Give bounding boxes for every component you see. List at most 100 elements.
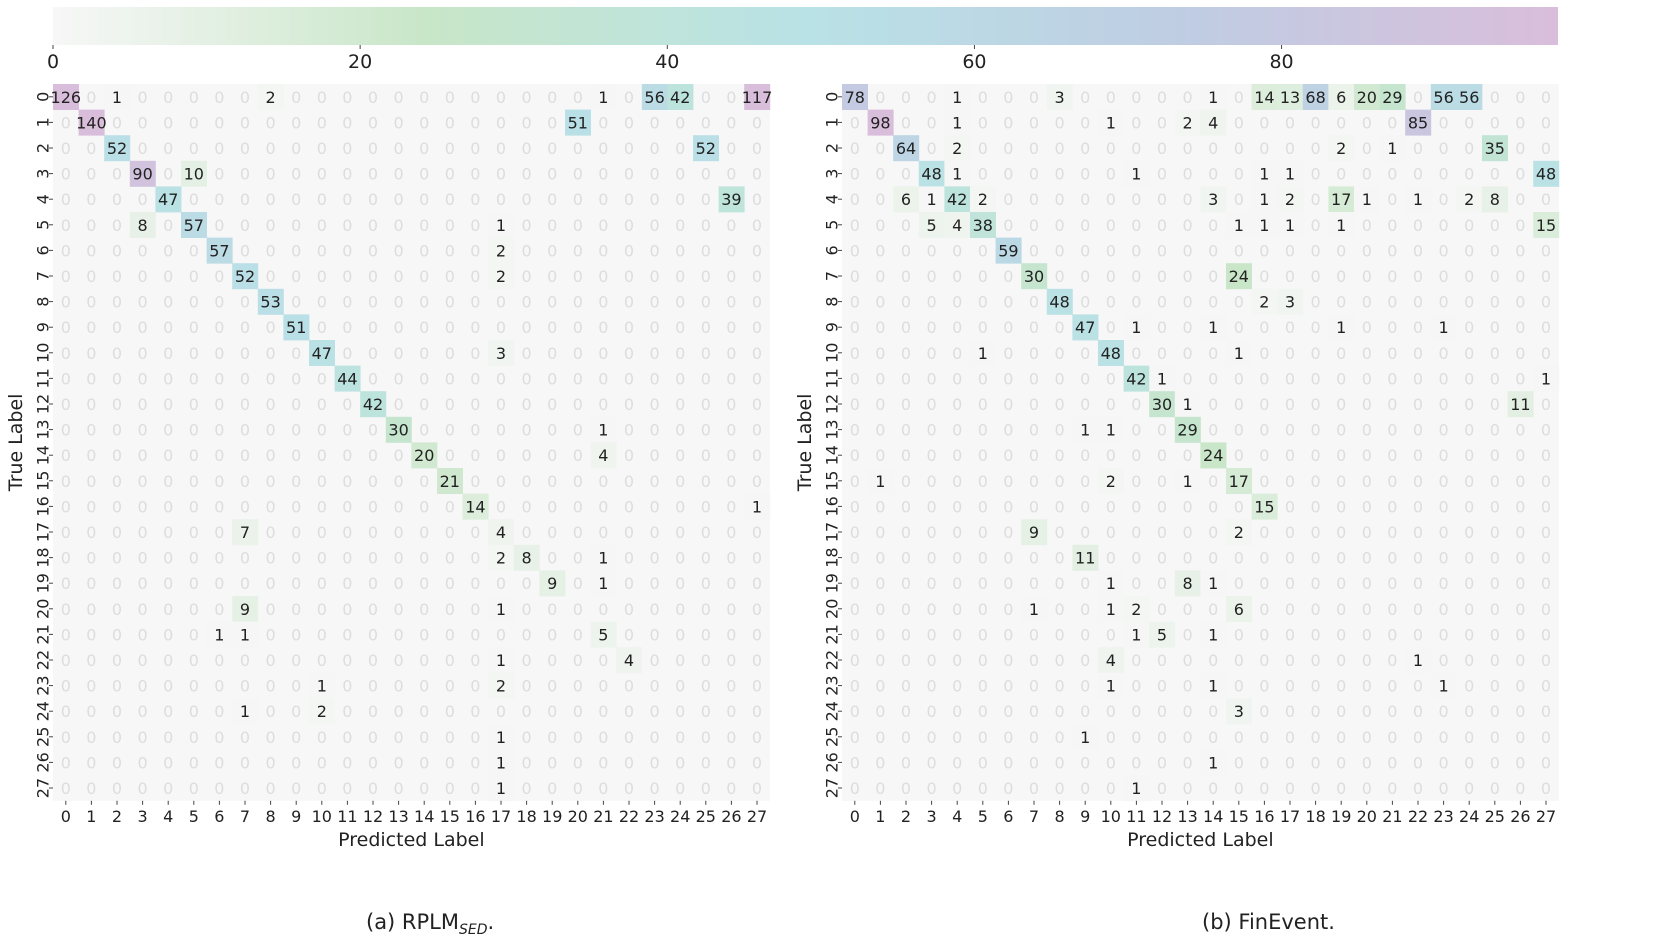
cell-value: 0 [927,728,937,747]
cell-value: 0 [1131,523,1141,542]
cell-value: 0 [1029,216,1039,235]
cell-value: 0 [1490,574,1500,593]
caption-a-title: (a) RPLM [366,910,460,934]
cell-value: 0 [624,523,634,542]
cell-value: 0 [1285,421,1295,440]
cell-value: 0 [1029,113,1039,132]
heatmap-cell [1226,468,1252,494]
cell-value: 0 [419,318,429,337]
cell-value: 0 [1490,216,1500,235]
cell-value: 1 [112,88,122,107]
cell-value: 0 [547,344,557,363]
cell-value: 0 [394,241,404,260]
cell-value: 0 [1131,88,1141,107]
cell-value: 0 [1490,446,1500,465]
cell-value: 0 [342,651,352,670]
cell-value: 0 [214,139,224,158]
cell-value: 0 [927,293,937,312]
cell-value: 0 [547,267,557,286]
cell-value: 0 [573,549,583,568]
cell-value: 0 [112,600,122,619]
cell-value: 0 [291,88,301,107]
cell-value: 0 [394,190,404,209]
cell-value: 0 [850,702,860,721]
cell-value: 0 [1464,600,1474,619]
cell-value: 0 [112,728,122,747]
heatmap-cell [1482,135,1508,162]
cell-value: 0 [1208,421,1218,440]
cell-value: 0 [317,446,327,465]
cell-value: 0 [726,267,736,286]
cell-value: 0 [1387,574,1397,593]
cell-value: 0 [1464,523,1474,542]
cell-value: 0 [875,216,885,235]
cell-value: 0 [624,446,634,465]
cell-value: 0 [1208,216,1218,235]
heatmap-cell [1046,288,1073,315]
x-tick-label: 26 [1510,807,1530,826]
x-tick-label: 27 [747,807,767,826]
cell-value: 0 [1311,395,1321,414]
cell-value: 0 [901,497,911,516]
cell-value: 0 [1055,395,1065,414]
cell-value: 0 [1311,318,1321,337]
cell-value: 0 [675,190,685,209]
cell-value: 0 [726,753,736,772]
cell-value: 0 [650,165,660,184]
cell-value: 0 [138,497,148,516]
cell-value: 0 [1208,293,1218,312]
cell-value: 0 [1464,421,1474,440]
cell-value: 0 [368,574,378,593]
cell-value: 0 [1131,113,1141,132]
cell-value: 35 [1485,139,1505,158]
cell-value: 47 [158,190,178,209]
cell-value: 0 [522,139,532,158]
cell-value: 0 [901,369,911,388]
cell-value: 0 [650,190,660,209]
cell-value: 0 [952,421,962,440]
cell-value: 0 [266,395,276,414]
x-axis-label: Predicted Label [1127,829,1274,851]
cell-value: 0 [317,369,327,388]
y-tick-label: 22 [34,650,53,670]
heatmap-cell [1174,468,1201,494]
cell-value: 0 [598,190,608,209]
cell-value: 0 [675,318,685,337]
cell-value: 0 [850,369,860,388]
cell-value: 0 [419,344,429,363]
heatmap-cell [1098,647,1124,674]
cell-value: 0 [496,497,506,516]
x-tick-label: 16 [465,807,485,826]
cell-value: 17 [1331,190,1351,209]
cell-value: 0 [112,625,122,644]
cell-value: 0 [112,497,122,516]
cell-value: 0 [1106,293,1116,312]
cell-value: 44 [337,369,357,388]
cell-value: 0 [419,753,429,772]
cell-value: 0 [952,574,962,593]
cell-value: 21 [440,472,460,491]
cell-value: 0 [138,421,148,440]
cell-value: 0 [522,421,532,440]
cell-value: 42 [363,395,383,414]
cell-value: 0 [598,728,608,747]
cell-value: 0 [1234,549,1244,568]
heatmap-cell [1277,84,1304,110]
cell-value: 0 [1234,318,1244,337]
cell-value: 0 [675,216,685,235]
cell-value: 0 [675,293,685,312]
cell-value: 0 [1387,293,1397,312]
cell-value: 29 [1177,421,1197,440]
cell-value: 0 [1311,472,1321,491]
cell-value: 1 [1183,395,1193,414]
cell-value: 0 [1311,113,1321,132]
cell-value: 0 [394,395,404,414]
cell-value: 0 [522,395,532,414]
cell-value: 0 [317,625,327,644]
cell-value: 0 [445,497,455,516]
heatmap-cell [1123,621,1150,648]
cell-value: 0 [1387,267,1397,286]
cell-value: 0 [952,395,962,414]
cell-value: 0 [1336,549,1346,568]
x-tick-label: 9 [1080,807,1090,826]
